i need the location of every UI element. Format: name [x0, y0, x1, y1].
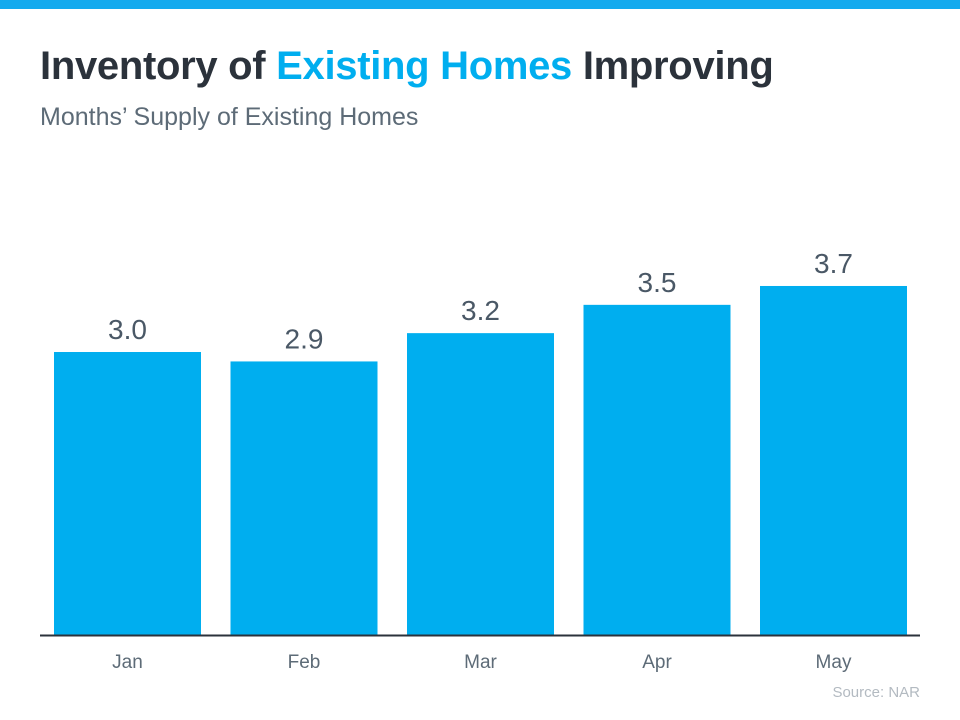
- data-label: 3.7: [814, 248, 853, 279]
- x-tick-label: Mar: [464, 652, 497, 673]
- bar-feb: [230, 361, 378, 635]
- bar-mar: [407, 333, 554, 635]
- data-label: 3.2: [461, 295, 500, 326]
- x-tick-label: Feb: [288, 652, 321, 673]
- page-title: Inventory of Existing Homes Improving: [40, 44, 774, 89]
- x-tick-label: Apr: [642, 652, 672, 673]
- title-part-2: Improving: [572, 44, 774, 88]
- top-accent-stripe: [0, 0, 960, 9]
- page-subtitle: Months’ Supply of Existing Homes: [40, 103, 419, 131]
- bar-apr: [583, 304, 731, 635]
- title-highlight: Existing Homes: [276, 44, 573, 88]
- bar-jan: [54, 352, 201, 635]
- source-note: Source: NAR: [832, 684, 920, 701]
- x-tick-label: May: [816, 652, 852, 673]
- bar-may: [760, 285, 907, 635]
- data-label: 2.9: [285, 323, 324, 354]
- x-tick-label: Jan: [112, 652, 143, 673]
- data-label: 3.5: [638, 267, 677, 298]
- data-label: 3.0: [108, 314, 147, 345]
- title-part-1: Inventory of: [40, 44, 277, 88]
